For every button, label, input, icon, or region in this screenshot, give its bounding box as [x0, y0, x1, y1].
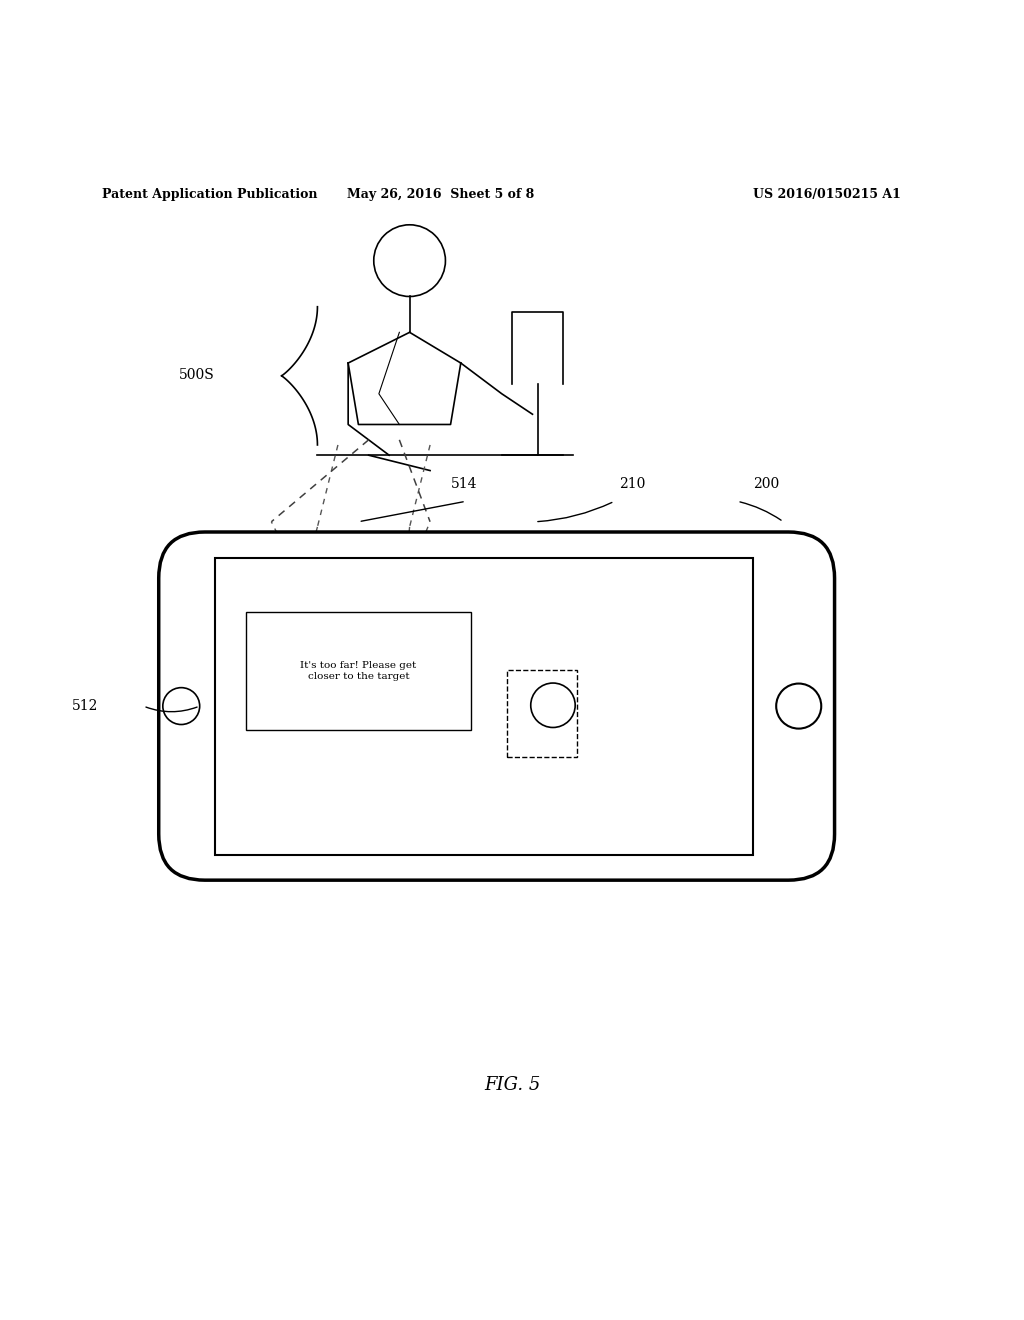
Bar: [246, 612, 471, 730]
Text: It's too far! Please get
closer to the target: It's too far! Please get closer to the t…: [300, 660, 417, 681]
Bar: [507, 671, 577, 758]
Text: Patent Application Publication: Patent Application Publication: [102, 187, 317, 201]
Text: 500S: 500S: [179, 368, 215, 383]
Text: May 26, 2016  Sheet 5 of 8: May 26, 2016 Sheet 5 of 8: [347, 187, 534, 201]
Text: 514: 514: [451, 477, 477, 491]
FancyBboxPatch shape: [159, 532, 835, 880]
Text: 210: 210: [620, 477, 646, 491]
Text: FIG. 5: FIG. 5: [483, 1076, 541, 1094]
Bar: [215, 557, 753, 854]
Text: 512: 512: [72, 700, 98, 713]
Text: US 2016/0150215 A1: US 2016/0150215 A1: [754, 187, 901, 201]
Text: 200: 200: [753, 477, 779, 491]
